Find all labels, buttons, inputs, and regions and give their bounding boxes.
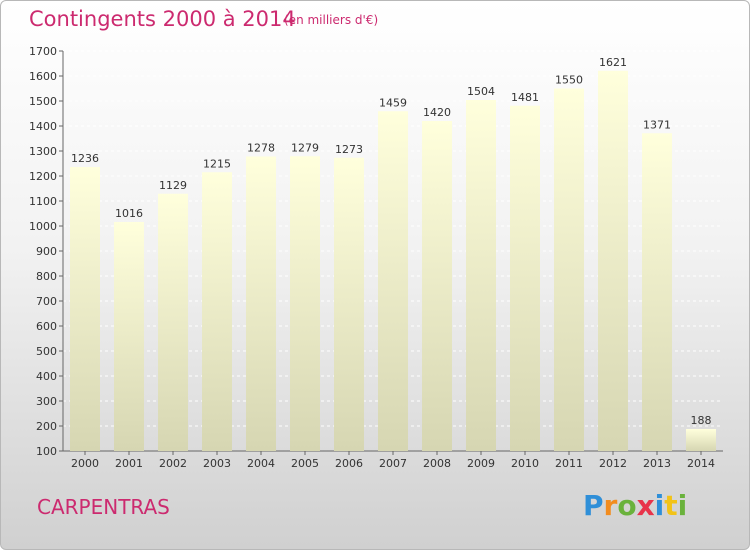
data-label-2005: 1279 xyxy=(291,141,319,154)
bar-2012 xyxy=(598,70,628,451)
data-label-2009: 1504 xyxy=(467,85,495,98)
y-tick-label: 1200 xyxy=(29,170,57,183)
bar-2002 xyxy=(158,193,188,451)
bar-2004 xyxy=(246,156,276,451)
x-tick-label: 2005 xyxy=(291,457,319,470)
y-tick-label: 1100 xyxy=(29,195,57,208)
x-tick-label: 2011 xyxy=(555,457,583,470)
y-tick-label: 200 xyxy=(36,420,57,433)
chart-title: Contingents 2000 à 2014 xyxy=(29,7,296,31)
data-label-2012: 1621 xyxy=(599,56,627,69)
y-tick-label: 600 xyxy=(36,320,57,333)
chart-subtitle: (en milliers d'€) xyxy=(284,13,379,27)
x-tick-label: 2009 xyxy=(467,457,495,470)
bar-2014 xyxy=(686,429,716,451)
x-tick-label: 2002 xyxy=(159,457,187,470)
data-label-2010: 1481 xyxy=(511,91,539,104)
bar-2007 xyxy=(378,111,408,451)
data-label-2014: 188 xyxy=(691,414,712,427)
data-label-2008: 1420 xyxy=(423,106,451,119)
y-tick-label: 500 xyxy=(36,345,57,358)
x-tick-label: 2008 xyxy=(423,457,451,470)
y-tick-label: 700 xyxy=(36,295,57,308)
x-tick-label: 2000 xyxy=(71,457,99,470)
data-label-2013: 1371 xyxy=(643,118,671,131)
y-tick-label: 1500 xyxy=(29,95,57,108)
y-tick-label: 800 xyxy=(36,270,57,283)
bar-2001 xyxy=(114,222,144,451)
data-label-2004: 1278 xyxy=(247,142,275,155)
bar-2011 xyxy=(554,88,584,451)
data-label-2000: 1236 xyxy=(71,152,99,165)
x-tick-label: 2001 xyxy=(115,457,143,470)
y-tick-label: 1300 xyxy=(29,145,57,158)
y-tick-label: 1700 xyxy=(29,45,57,58)
city-name: CARPENTRAS xyxy=(37,495,170,519)
data-label-2007: 1459 xyxy=(379,96,407,109)
data-label-2002: 1129 xyxy=(159,179,187,192)
proxiti-logo[interactable]: Proxiti xyxy=(583,489,688,522)
x-tick-label: 2007 xyxy=(379,457,407,470)
x-tick-label: 2003 xyxy=(203,457,231,470)
data-label-2006: 1273 xyxy=(335,143,363,156)
x-tick-label: 2014 xyxy=(687,457,715,470)
bar-2000 xyxy=(70,167,100,451)
data-label-2001: 1016 xyxy=(115,207,143,220)
bar-2013 xyxy=(642,133,672,451)
x-tick-label: 2010 xyxy=(511,457,539,470)
bar-2005 xyxy=(290,156,320,451)
y-tick-label: 1400 xyxy=(29,120,57,133)
y-tick-label: 1000 xyxy=(29,220,57,233)
data-label-2003: 1215 xyxy=(203,157,231,170)
bar-2003 xyxy=(202,172,232,451)
data-label-2011: 1550 xyxy=(555,74,583,87)
y-tick-label: 900 xyxy=(36,245,57,258)
bar-2010 xyxy=(510,105,540,451)
bar-2008 xyxy=(422,121,452,451)
y-tick-label: 400 xyxy=(36,370,57,383)
y-tick-label: 100 xyxy=(36,445,57,458)
x-tick-label: 2013 xyxy=(643,457,671,470)
bar-2009 xyxy=(466,100,496,451)
x-tick-label: 2006 xyxy=(335,457,363,470)
x-tick-label: 2004 xyxy=(247,457,275,470)
y-tick-label: 300 xyxy=(36,395,57,408)
y-tick-label: 1600 xyxy=(29,70,57,83)
bar-2006 xyxy=(334,157,364,451)
x-tick-label: 2012 xyxy=(599,457,627,470)
